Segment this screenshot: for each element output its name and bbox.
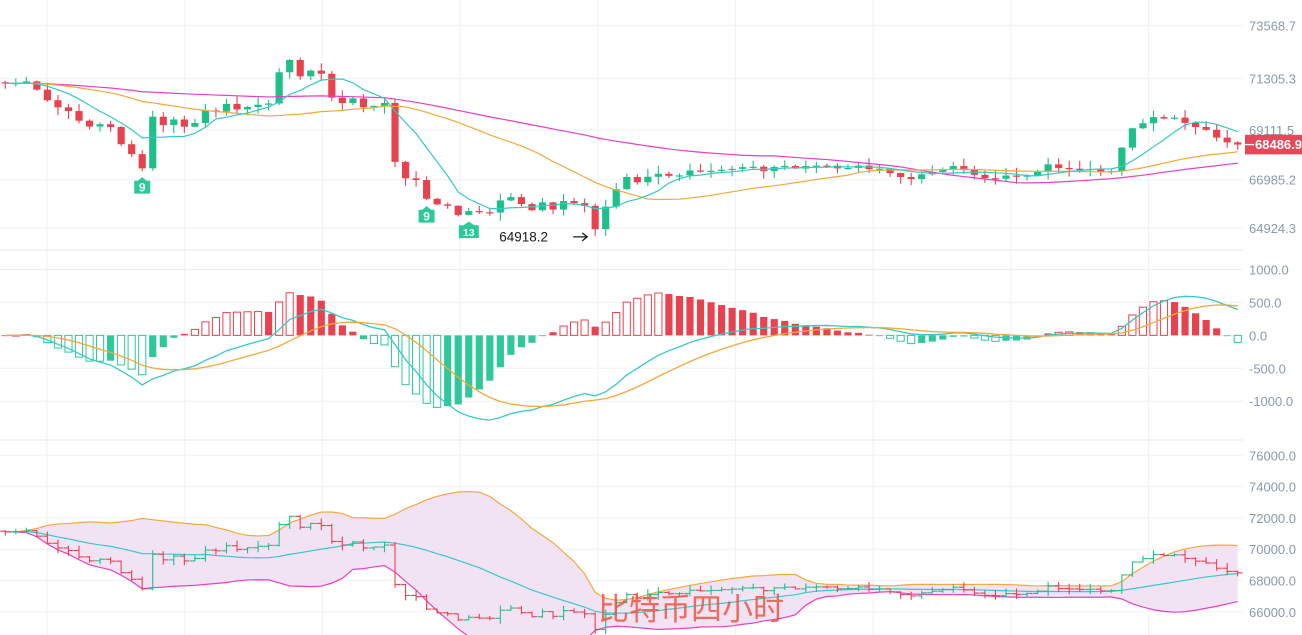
svg-text:66985.2: 66985.2 xyxy=(1249,173,1296,188)
svg-text:68000.0: 68000.0 xyxy=(1249,574,1296,589)
svg-text:9: 9 xyxy=(423,209,430,223)
svg-text:71305.3: 71305.3 xyxy=(1249,72,1296,87)
svg-text:1000.0: 1000.0 xyxy=(1249,263,1289,278)
svg-text:13: 13 xyxy=(463,227,475,239)
svg-text:70000.0: 70000.0 xyxy=(1249,542,1296,557)
svg-text:64924.3: 64924.3 xyxy=(1249,221,1296,236)
svg-text:76000.0: 76000.0 xyxy=(1249,448,1296,463)
svg-text:9: 9 xyxy=(139,180,146,194)
svg-text:73568.7: 73568.7 xyxy=(1249,19,1296,34)
svg-text:-1000.0: -1000.0 xyxy=(1249,394,1293,409)
svg-text:68486.9: 68486.9 xyxy=(1255,137,1302,152)
svg-text:0.0: 0.0 xyxy=(1249,328,1267,343)
svg-text:74000.0: 74000.0 xyxy=(1249,480,1296,495)
svg-text:72000.0: 72000.0 xyxy=(1249,511,1296,526)
svg-text:66000.0: 66000.0 xyxy=(1249,605,1296,620)
svg-text:64918.2: 64918.2 xyxy=(499,229,548,244)
svg-text:-500.0: -500.0 xyxy=(1249,361,1286,376)
svg-text:比特币四小时: 比特币四小时 xyxy=(598,592,784,627)
svg-text:500.0: 500.0 xyxy=(1249,295,1282,310)
